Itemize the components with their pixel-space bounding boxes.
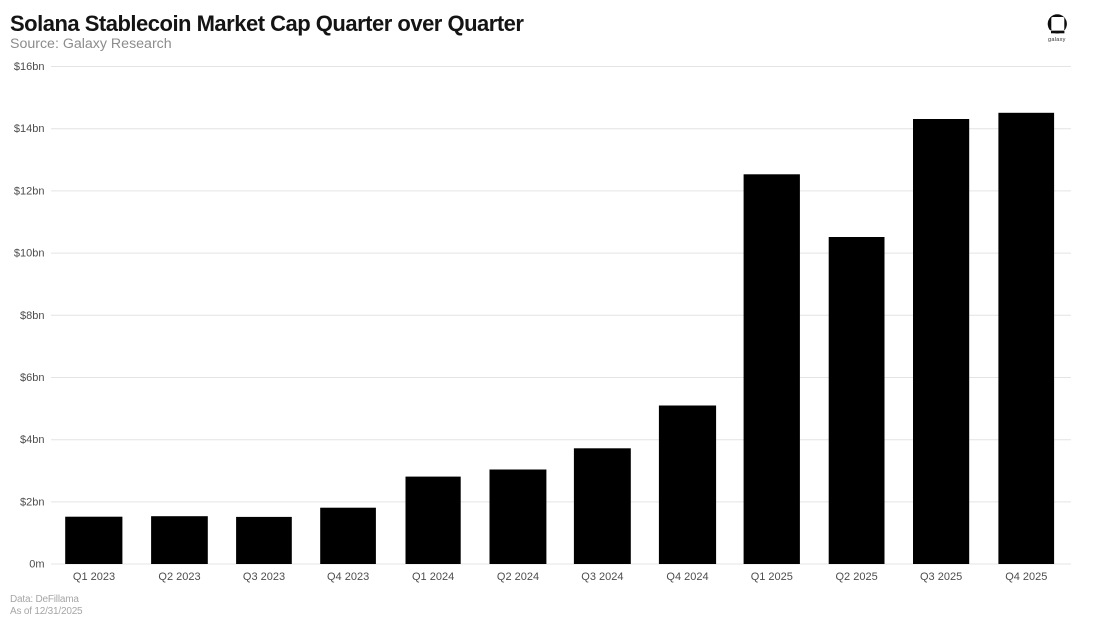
svg-text:Q2 2023: Q2 2023: [158, 571, 200, 583]
svg-text:Q2 2024: Q2 2024: [497, 571, 539, 583]
svg-text:$16bn: $16bn: [14, 61, 45, 73]
svg-text:$10bn: $10bn: [14, 248, 45, 260]
svg-text:Q3 2025: Q3 2025: [920, 571, 962, 583]
svg-text:Q4 2025: Q4 2025: [1005, 571, 1047, 583]
svg-text:$14bn: $14bn: [14, 123, 45, 135]
svg-text:Q1 2024: Q1 2024: [412, 571, 454, 583]
svg-text:Q1 2023: Q1 2023: [73, 571, 115, 583]
svg-text:Q3 2023: Q3 2023: [243, 571, 285, 583]
svg-text:Q4 2023: Q4 2023: [327, 571, 369, 583]
svg-text:$2bn: $2bn: [20, 496, 44, 508]
svg-text:$4bn: $4bn: [20, 434, 44, 446]
svg-text:$12bn: $12bn: [14, 185, 45, 197]
svg-text:Q2 2025: Q2 2025: [835, 571, 877, 583]
svg-text:$6bn: $6bn: [20, 372, 44, 384]
svg-text:$8bn: $8bn: [20, 310, 44, 322]
svg-text:Q3 2024: Q3 2024: [581, 571, 623, 583]
svg-text:Q4 2024: Q4 2024: [666, 571, 708, 583]
svg-text:Q1 2025: Q1 2025: [751, 571, 793, 583]
svg-text:0m: 0m: [29, 559, 44, 571]
